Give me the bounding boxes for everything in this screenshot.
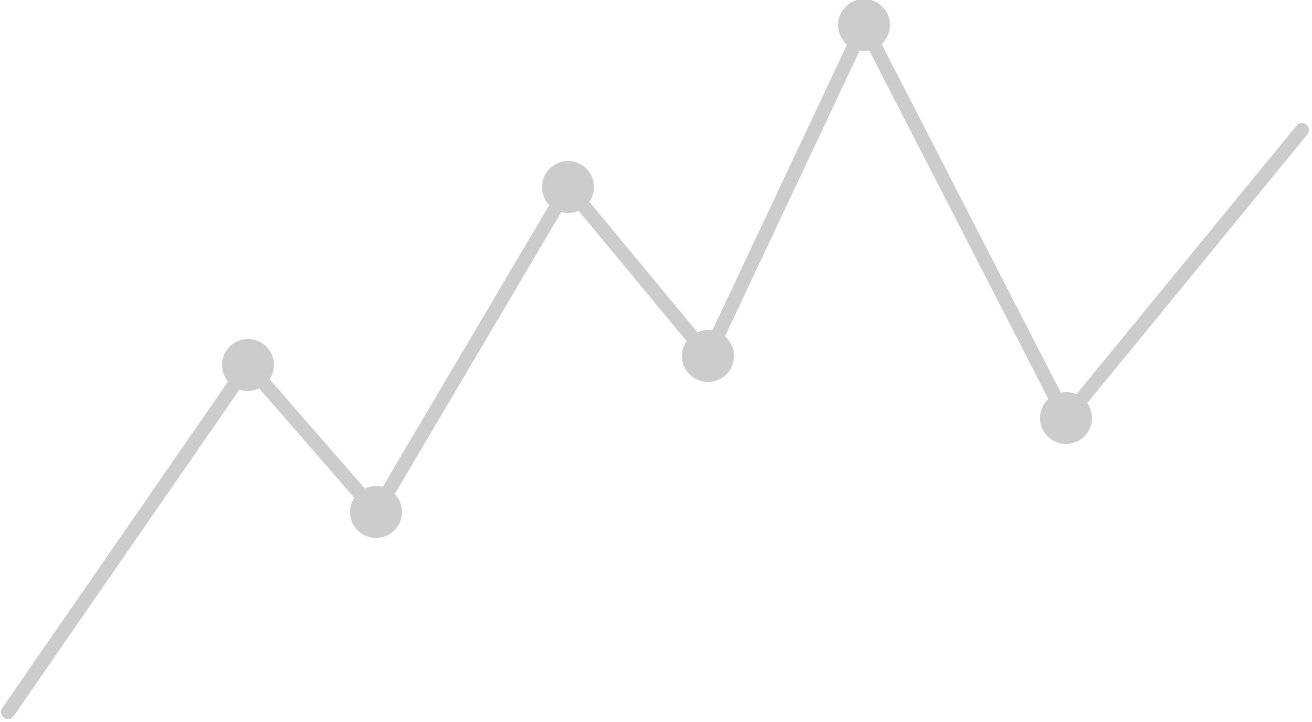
- point-marker: [838, 0, 890, 51]
- line: [1, 18, 1309, 719]
- point-marker: [222, 339, 274, 391]
- point-marker: [682, 330, 734, 382]
- point-marker: [350, 486, 402, 538]
- point-marker: [1040, 392, 1092, 444]
- point-marker: [542, 161, 594, 213]
